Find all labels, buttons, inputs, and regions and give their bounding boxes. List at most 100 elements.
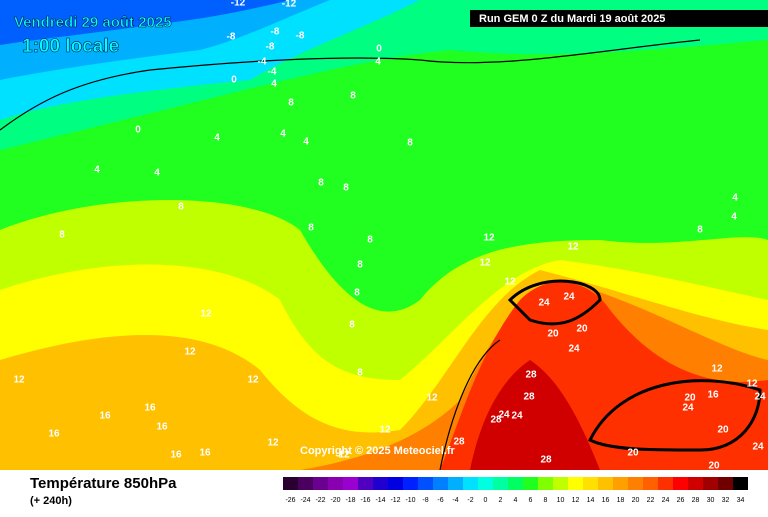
colorbar-cell <box>583 477 598 490</box>
colorbar-tick-label: 4 <box>514 497 518 504</box>
colorbar-tick-label: -4 <box>452 497 458 504</box>
colorbar-cell <box>568 477 583 490</box>
isotherm-label: 8 <box>318 178 324 189</box>
colorbar-tick-label: 16 <box>602 497 610 504</box>
colorbar-cell <box>523 477 538 490</box>
isotherm-label: 16 <box>156 422 168 433</box>
colorbar-tick-label: -16 <box>360 497 370 504</box>
isotherm-label: 12 <box>483 233 495 244</box>
isotherm-label: 24 <box>511 411 523 422</box>
colorbar-cell <box>418 477 433 490</box>
isotherm-label: 28 <box>523 392 535 403</box>
isotherm-label: 16 <box>199 448 211 459</box>
isotherm-label: 12 <box>13 375 25 386</box>
isotherm-label: 4 <box>303 137 309 148</box>
colorbar-cell <box>628 477 643 490</box>
colorbar-tick-label: 30 <box>707 497 715 504</box>
colorbar-tick-label: 8 <box>544 497 548 504</box>
colorbar-cell <box>298 477 313 490</box>
colorbar-cell <box>358 477 373 490</box>
colorbar-tick-label: -22 <box>315 497 325 504</box>
isotherm-label: 4 <box>280 129 286 140</box>
isotherm-label: 16 <box>99 411 111 422</box>
isotherm-label: 8 <box>288 98 294 109</box>
isotherm-label: 8 <box>354 288 360 299</box>
isotherm-label: 20 <box>684 393 696 404</box>
isotherm-label: 8 <box>308 223 314 234</box>
coastline <box>0 39 701 471</box>
isotherm-label: 8 <box>350 91 356 102</box>
colorbar-cell <box>538 477 553 490</box>
colorbar-cell <box>493 477 508 490</box>
footer-lead: (+ 240h) <box>30 495 72 507</box>
isotherm-label: 4 <box>375 57 381 68</box>
colorbar-cell <box>658 477 673 490</box>
isotherm-label: 0 <box>231 75 237 86</box>
colorbar-cell <box>733 477 748 490</box>
isotherm-label: 12 <box>746 379 758 390</box>
date: Vendredi 29 août 2025 <box>14 14 172 31</box>
colorbar-cell <box>343 477 358 490</box>
colorbar-tick-label: 10 <box>557 497 565 504</box>
isotherm-label: -12 <box>231 0 246 9</box>
colorbar-tick-label: -10 <box>405 497 415 504</box>
isotherm-label: 4 <box>154 168 160 179</box>
isotherm-label: 24 <box>498 410 510 421</box>
isotherm-label: 12 <box>184 347 196 358</box>
isotherm-label: -8 <box>271 27 280 38</box>
colorbar-tick-label: 24 <box>662 497 670 504</box>
colorbar-cell <box>508 477 523 490</box>
isotherm-label: 8 <box>357 368 363 379</box>
isotherm-label: 8 <box>367 235 373 246</box>
colorbar-cell <box>283 477 298 490</box>
isotherm-label: -4 <box>258 57 267 68</box>
colorbar-tick-label: -6 <box>437 497 443 504</box>
colorbar-tick-label: 2 <box>499 497 503 504</box>
isotherm-label: 28 <box>490 415 502 426</box>
isotherm-label: 4 <box>94 165 100 176</box>
zone <box>0 0 290 45</box>
isotherm-label: 28 <box>525 370 537 381</box>
isotherm-label: 0 <box>376 44 382 55</box>
isotherm-label: 4 <box>731 212 737 223</box>
local-time: 1:00 locale <box>22 36 119 57</box>
colorbar-tick-label: 20 <box>632 497 640 504</box>
colorbar-cell <box>598 477 613 490</box>
run-box <box>470 10 768 27</box>
isotherm-label: 12 <box>379 425 391 436</box>
isotherm-label: 4 <box>271 79 277 90</box>
isotherm-label: -12 <box>282 0 297 10</box>
isotherm-label: 16 <box>707 390 719 401</box>
run-label: Run GEM 0 Z du Mardi 19 août 2025 <box>479 13 665 25</box>
colorbar-tick-label: 28 <box>692 497 700 504</box>
colorbar-cell <box>613 477 628 490</box>
isotherm-label: 8 <box>697 225 703 236</box>
colorbar-cell <box>478 477 493 490</box>
isotherm-label: 20 <box>717 425 729 436</box>
isotherm-label: 12 <box>567 242 579 253</box>
colorbar-cell <box>433 477 448 490</box>
zone <box>470 360 600 470</box>
isotherm-label: 16 <box>48 429 60 440</box>
colorbar-tick-label: 0 <box>484 497 488 504</box>
isotherm-label: 12 <box>247 375 259 386</box>
isotherm-label: 12 <box>711 364 723 375</box>
isotherm-label: 12 <box>267 438 279 449</box>
isotherm-label: 12 <box>200 309 212 320</box>
footer-title: Température 850hPa <box>30 475 177 492</box>
colorbar-tick-label: 32 <box>722 497 730 504</box>
colorbar-cell <box>703 477 718 490</box>
colorbar-cell <box>328 477 343 490</box>
colorbar-cell <box>718 477 733 490</box>
isotherm-label: 20 <box>547 329 559 340</box>
colorbar-cell <box>373 477 388 490</box>
isotherm-label: 8 <box>349 320 355 331</box>
colorbar: -26 -24 -22 -20 -18 -16 -14 -12 -10 -8 -6 -4 -2 0 2 4 6 8… <box>283 477 748 504</box>
colorbar-tick-label: -8 <box>422 497 428 504</box>
colorbar-tick-label: -26 <box>285 497 295 504</box>
isotherm-label: 24 <box>754 392 766 403</box>
colorbar-tick-label: 18 <box>617 497 625 504</box>
isotherm-label: 16 <box>170 450 182 461</box>
isotherm-label: 8 <box>357 260 363 271</box>
